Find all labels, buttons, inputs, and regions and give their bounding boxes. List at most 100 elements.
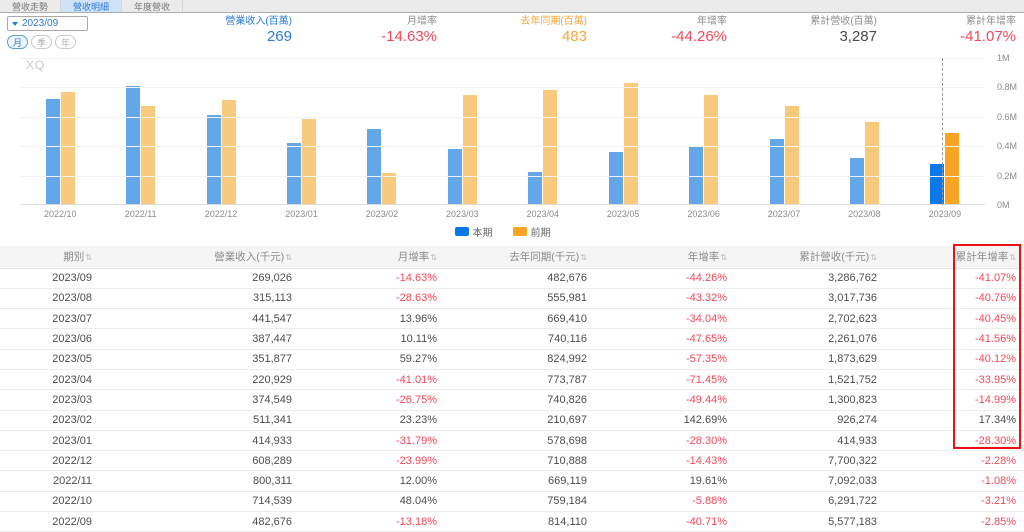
bar-current-period[interactable] <box>769 139 784 204</box>
bar-group <box>503 58 583 204</box>
stat-mom-growth: 月增率 -14.63% <box>300 13 445 50</box>
bar-previous-period[interactable] <box>301 118 316 204</box>
table-row[interactable]: 2023/02 511,341 23.23% 210,697 142.69% 926,27… <box>0 410 1024 431</box>
table-row[interactable]: 2022/11 800,311 12.00% 669,119 19.61% 7,092,0… <box>0 470 1024 492</box>
table-column-header[interactable]: 營業收入(千元)⇅ <box>100 246 300 269</box>
bar-previous-period[interactable] <box>704 95 719 204</box>
bar-previous-period[interactable] <box>784 105 799 204</box>
table-cell: -71.45% <box>595 369 735 391</box>
x-axis-tick-label: 2023/02 <box>365 209 399 219</box>
table-row[interactable]: 2022/12 608,289 -23.99% 710,888 -14.43% 7,700… <box>0 450 1024 472</box>
bar-current-period[interactable] <box>367 128 382 204</box>
table-cell: 2022/12 <box>0 450 100 472</box>
y-axis-tick-label: 0.4M <box>997 141 1018 152</box>
bar-current-period[interactable] <box>45 98 60 204</box>
table-cell: 351,877 <box>100 349 300 370</box>
tab-revenue-trend[interactable]: 營收走勢 <box>0 0 62 12</box>
table-cell: -23.99% <box>300 450 445 472</box>
table-column-header[interactable]: 期別⇅ <box>0 246 100 269</box>
x-axis-tick-label: 2022/12 <box>204 209 238 219</box>
table-cell: -1.08% <box>885 470 1024 492</box>
table-row[interactable]: 2023/06 387,447 10.11% 740,116 -47.65% 2,261,… <box>0 328 1024 350</box>
table-cell: 17.34% <box>885 410 1024 431</box>
table-row[interactable]: 2023/01 414,933 -31.79% 578,698 -28.30% 414,9… <box>0 430 1024 452</box>
bar-current-period[interactable] <box>608 152 623 204</box>
table-row[interactable]: 2023/07 441,547 13.96% 669,410 -34.04% 2,702,… <box>0 308 1024 330</box>
table-cell: 387,447 <box>100 328 300 350</box>
table-cell: 759,184 <box>445 491 595 513</box>
period-pill-quarter[interactable]: 季 <box>31 35 53 49</box>
table-cell: -47.65% <box>595 328 735 350</box>
table-cell: -5.88% <box>595 491 735 513</box>
table-row[interactable]: 2023/05 351,877 59.27% 824,992 -57.35% 1,873,… <box>0 349 1024 370</box>
table-cell: 23.23% <box>300 410 445 431</box>
legend-item[interactable]: 前期 <box>512 224 551 239</box>
legend-item[interactable]: 本期 <box>454 224 493 239</box>
x-axis-tick-label: 2022/11 <box>124 209 157 219</box>
table-cell: -31.79% <box>300 430 445 452</box>
bar-current-period[interactable] <box>126 86 141 204</box>
bar-previous-period[interactable] <box>141 105 156 204</box>
chart-gridline <box>20 116 985 118</box>
table-cell: -41.07% <box>885 268 1024 289</box>
table-cell: -57.35% <box>595 349 735 370</box>
bar-previous-period[interactable] <box>462 95 477 204</box>
table-row[interactable]: 2022/09 482,676 -13.18% 814,110 -40.71% 5,577… <box>0 511 1024 532</box>
table-column-header[interactable]: 去年同期(千元)⇅ <box>445 246 595 269</box>
table-row[interactable]: 2023/08 315,113 -28.63% 555,981 -43.32% 3,017… <box>0 288 1024 310</box>
month-dropdown[interactable]: 2023/09 <box>7 16 88 31</box>
bar-current-period[interactable] <box>206 114 221 204</box>
table-cell: 926,274 <box>735 410 885 431</box>
table-body: 2023/09 269,026 -14.63% 482,676 -44.26% 3,286… <box>0 268 1024 532</box>
period-pill-month[interactable]: 月 <box>7 35 29 49</box>
bar-current-period[interactable] <box>930 164 945 204</box>
bar-current-period[interactable] <box>286 143 301 204</box>
bar-group <box>261 58 341 204</box>
false: 前期 <box>530 228 551 239</box>
bar-current-period[interactable] <box>849 157 864 204</box>
chart-legend: 本期 前期 <box>20 224 985 239</box>
table-cell: -2.85% <box>885 511 1024 532</box>
table-column-header[interactable]: 累計年增率⇅ <box>885 246 1024 269</box>
bar-previous-period[interactable] <box>864 122 879 204</box>
table-row[interactable]: 2023/09 269,026 -14.63% 482,676 -44.26% 3,286… <box>0 268 1024 289</box>
table-column-header[interactable]: 年增率⇅ <box>595 246 735 269</box>
sort-icon: ⇅ <box>870 253 877 263</box>
x-axis-tick-label: 2023/09 <box>928 209 962 219</box>
tab-revenue-detail[interactable]: 營收明細 <box>61 0 123 12</box>
x-axis-tick-label: 2023/08 <box>848 209 881 219</box>
table-cell: 2022/10 <box>0 491 100 513</box>
table-row[interactable]: 2022/10 714,539 48.04% 759,184 -5.88% 6,291,7… <box>0 491 1024 513</box>
bar-group <box>181 58 261 204</box>
table-cell: -28.63% <box>300 288 445 310</box>
tab-annual-revenue[interactable]: 年度營收 <box>122 0 184 12</box>
table-cell: 824,992 <box>445 349 595 370</box>
table-column-header[interactable]: 累計營收(千元)⇅ <box>735 246 885 269</box>
stat-yoy-growth: 年增率 -44.26% <box>595 13 735 50</box>
table-header-row: 期別⇅ 營業收入(千元)⇅ 月增率⇅ 去年同期(千元)⇅ 年增率⇅ 累計營收(千元)⇅ 累計… <box>0 246 1024 269</box>
table-row[interactable]: 2023/03 374,549 -26.75% 740,826 -49.44% 1,300… <box>0 389 1024 411</box>
bar-previous-period[interactable] <box>945 133 960 204</box>
y-axis-tick-label: 0M <box>997 200 1010 210</box>
stat-yoy-growth-value: -44.26% <box>671 28 727 45</box>
table-cell: 2023/07 <box>0 308 100 330</box>
table-column-header[interactable]: 月增率⇅ <box>300 246 445 269</box>
period-pill-year[interactable]: 年 <box>55 35 77 49</box>
bar-previous-period[interactable] <box>221 99 236 204</box>
table-cell: -40.71% <box>595 511 735 532</box>
bar-current-period[interactable] <box>689 147 704 204</box>
chart-plot-area <box>20 58 985 205</box>
table-cell: -14.99% <box>885 389 1024 411</box>
stat-year-ago-label: 去年同期(百萬) <box>520 16 587 27</box>
bar-previous-period[interactable] <box>60 92 75 204</box>
chart-x-axis: 2022/10 2022/11 2022/12 2023/01 2023/02 2023/… <box>20 209 985 219</box>
table-cell: 1,521,752 <box>735 369 885 391</box>
table-cell: -13.18% <box>300 511 445 532</box>
stat-cumulative-revenue-value: 3,287 <box>839 28 877 45</box>
table-row[interactable]: 2023/04 220,929 -41.01% 773,787 -71.45% 1,521… <box>0 369 1024 391</box>
table-cell: -2.28% <box>885 450 1024 472</box>
bar-current-period[interactable] <box>528 171 543 204</box>
bar-previous-period[interactable] <box>623 82 638 204</box>
table-cell: -14.63% <box>300 268 445 289</box>
bar-previous-period[interactable] <box>382 173 397 204</box>
